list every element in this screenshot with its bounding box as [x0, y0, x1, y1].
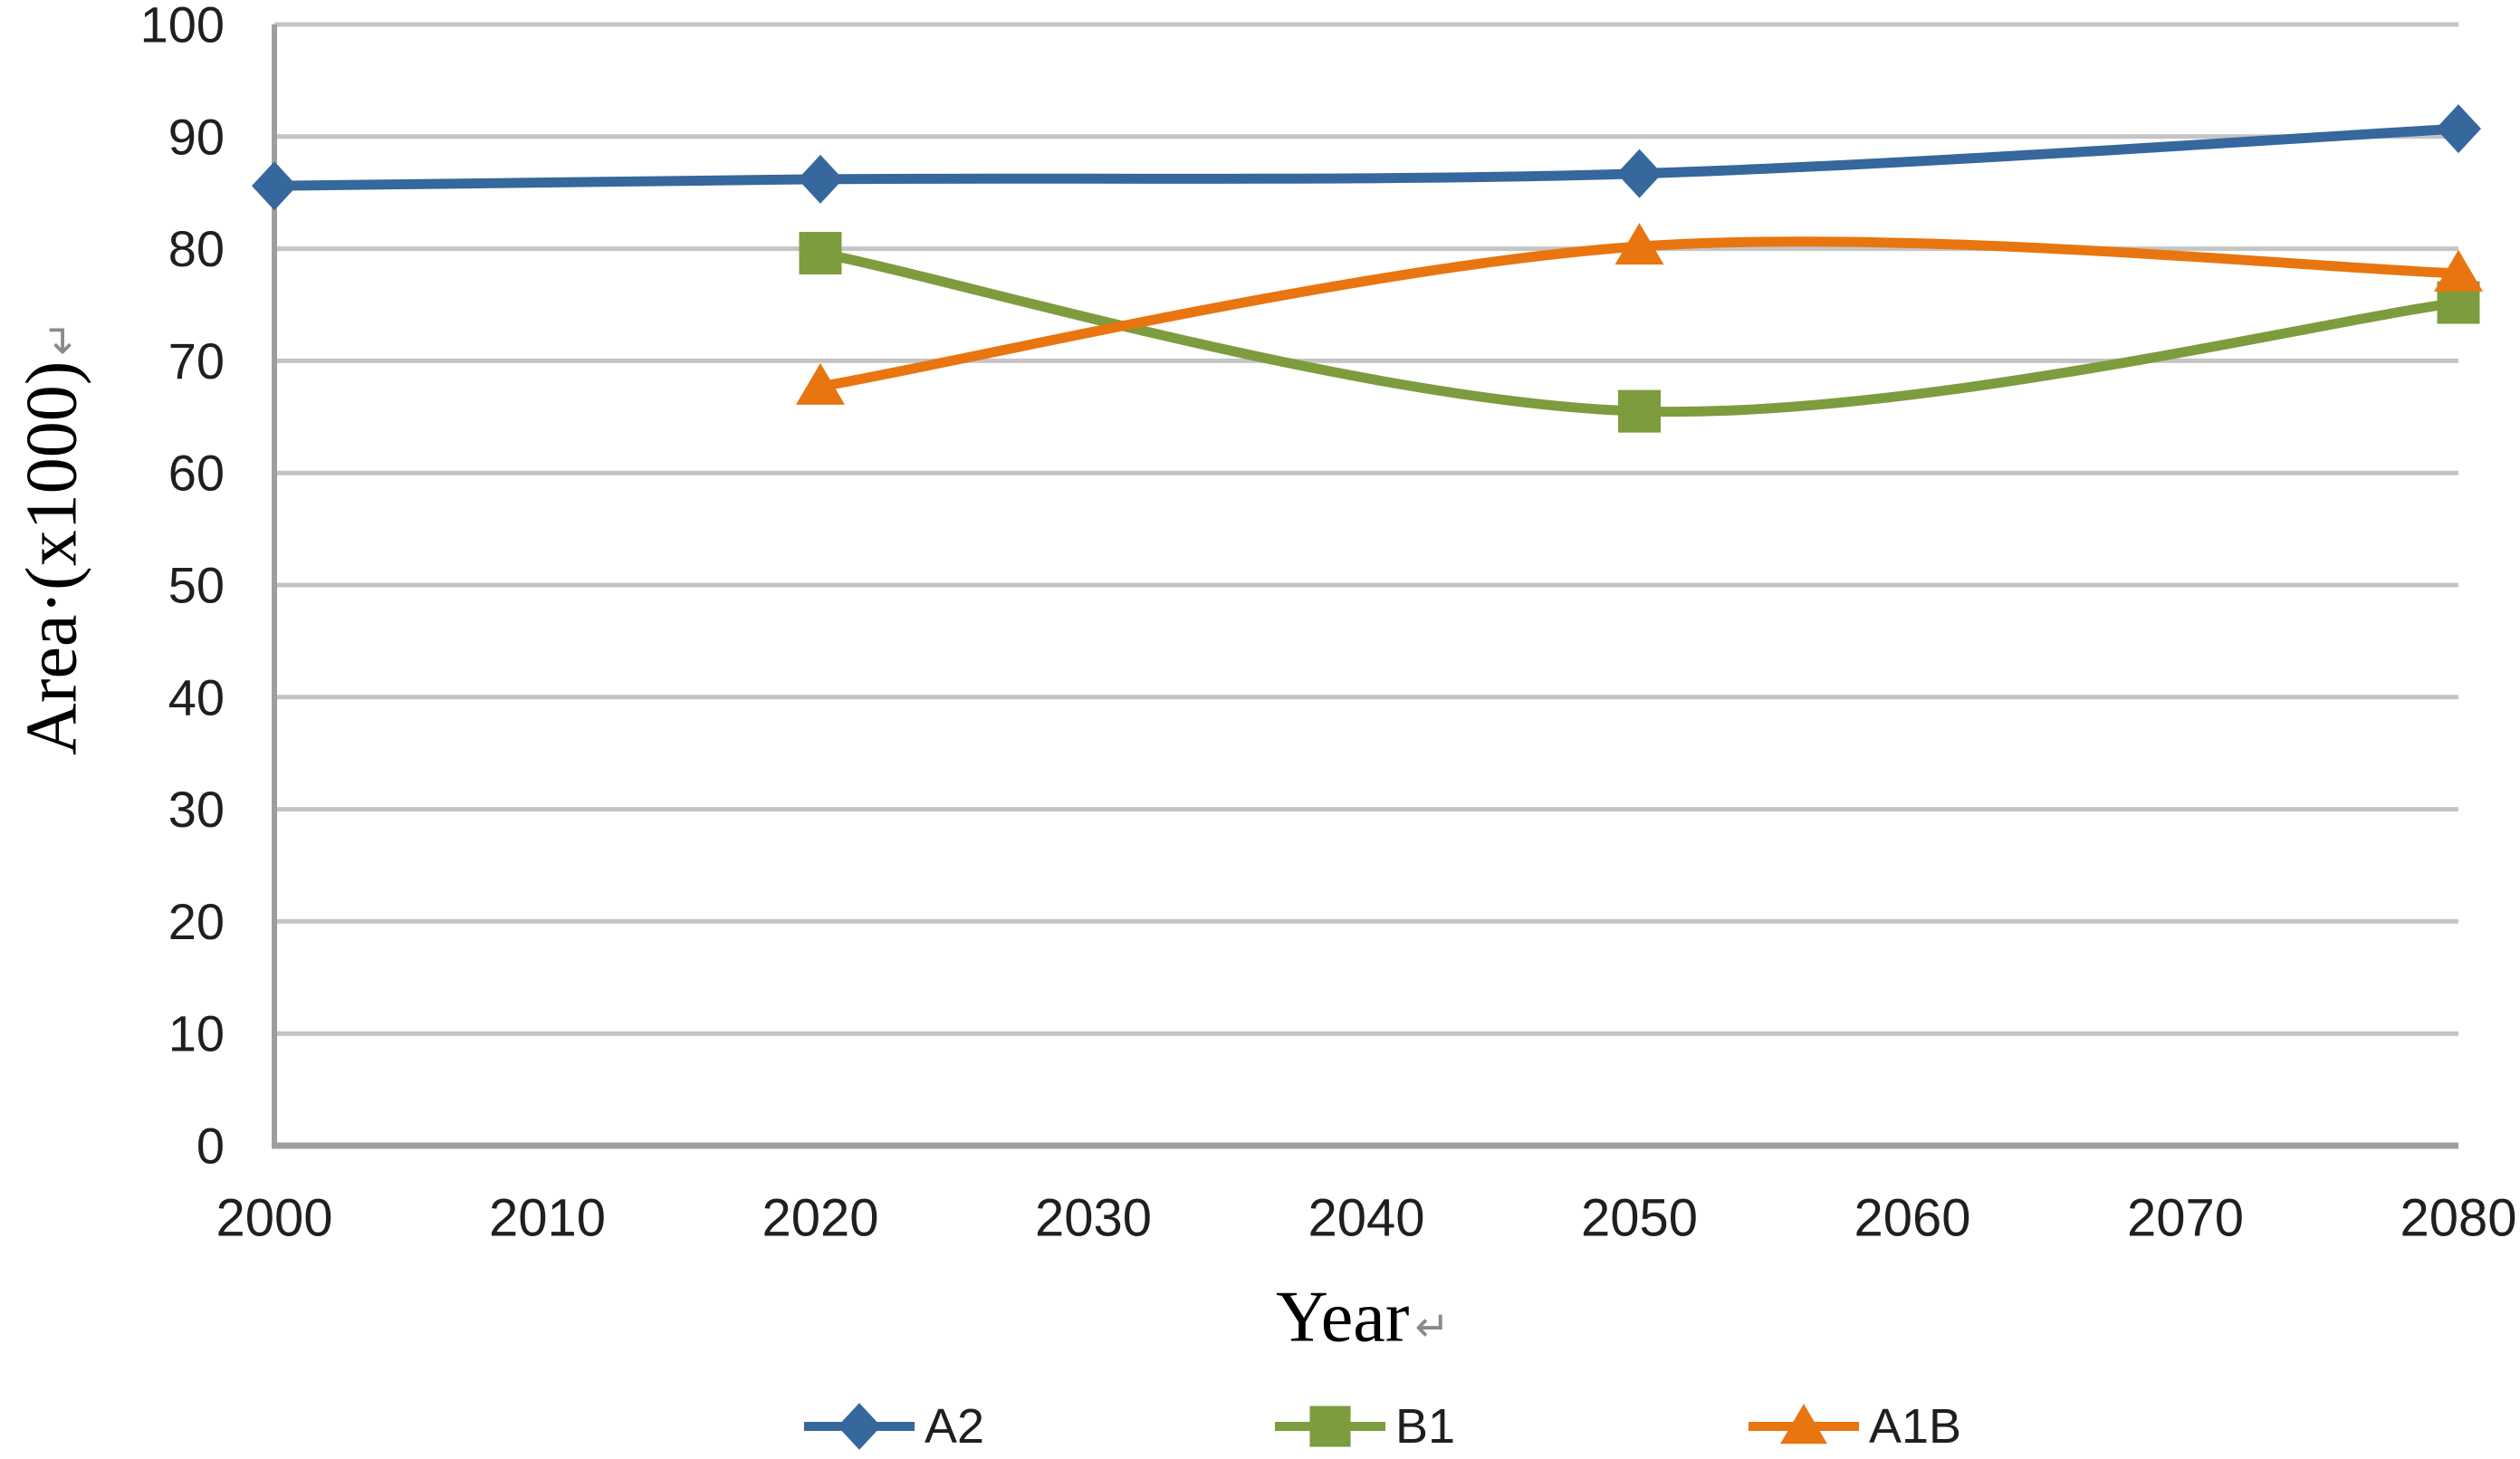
- data-point-marker-a1b: [2434, 249, 2483, 292]
- legend-item-a1b: A1B: [1748, 1399, 1961, 1454]
- y-tick-label: 50: [168, 557, 225, 614]
- data-point-marker-a2: [1616, 149, 1662, 198]
- data-point-marker-a1b: [796, 362, 845, 405]
- legend-item-b1: B1: [1274, 1399, 1455, 1454]
- legend-marker-shape: [838, 1403, 881, 1450]
- legend-label: A2: [925, 1399, 985, 1454]
- x-tick-label: 2010: [489, 1189, 606, 1248]
- y-tick-label: 0: [196, 1118, 225, 1175]
- legend-label: A1B: [1869, 1399, 1962, 1454]
- x-tick-label: 2070: [2127, 1189, 2244, 1248]
- data-point-marker-a2: [2436, 104, 2481, 154]
- legend-marker-square-icon: [1275, 1406, 1385, 1447]
- data-point-marker-a2: [252, 161, 297, 211]
- y-tick-label: 80: [168, 220, 225, 277]
- x-axis-title-text: Year: [1276, 1277, 1410, 1358]
- series-line-a2: [269, 123, 2464, 191]
- x-tick-label: 2040: [1308, 1189, 1424, 1248]
- legend-marker-triangle-icon: [1749, 1404, 1859, 1445]
- x-tick-label: 2000: [216, 1189, 332, 1248]
- x-tick-label: 2060: [1854, 1189, 1970, 1248]
- y-axis-title-text: Area·(x1000): [12, 360, 92, 755]
- data-point-marker-b1: [1618, 389, 1661, 433]
- y-tick-label: 20: [168, 893, 225, 950]
- legend-item-a2: A2: [803, 1399, 984, 1454]
- x-tick-label: 2020: [762, 1189, 878, 1248]
- y-axis-title: Area·(x1000) ↵: [12, 321, 94, 755]
- y-tick-label: 90: [168, 108, 225, 165]
- y-tick-label: 100: [140, 0, 225, 53]
- y-tick-label: 60: [168, 445, 225, 502]
- x-tick-label: 2080: [2400, 1189, 2516, 1248]
- paragraph-mark-icon: ↵: [1414, 1302, 1450, 1350]
- data-point-marker-a1b: [1615, 223, 1664, 265]
- legend-marker-shape: [1309, 1406, 1351, 1447]
- chart-legend: A2 B1 A1B: [0, 1399, 2520, 1457]
- x-tick-label: 2050: [1581, 1189, 1698, 1248]
- data-point-marker-b1: [799, 232, 842, 275]
- x-axis-title: Year ↵: [1276, 1277, 1450, 1359]
- legend-marker-diamond-icon: [804, 1403, 915, 1450]
- legend-label: B1: [1395, 1399, 1456, 1454]
- x-tick-label: 2030: [1035, 1189, 1152, 1248]
- y-tick-label: 70: [168, 332, 225, 389]
- y-tick-label: 40: [168, 668, 225, 725]
- y-tick-label: 30: [168, 781, 225, 838]
- legend-marker-shape: [1780, 1404, 1827, 1445]
- data-point-marker-a2: [798, 154, 843, 204]
- paragraph-mark-icon: ↵: [37, 321, 85, 356]
- y-tick-label: 10: [168, 1005, 225, 1062]
